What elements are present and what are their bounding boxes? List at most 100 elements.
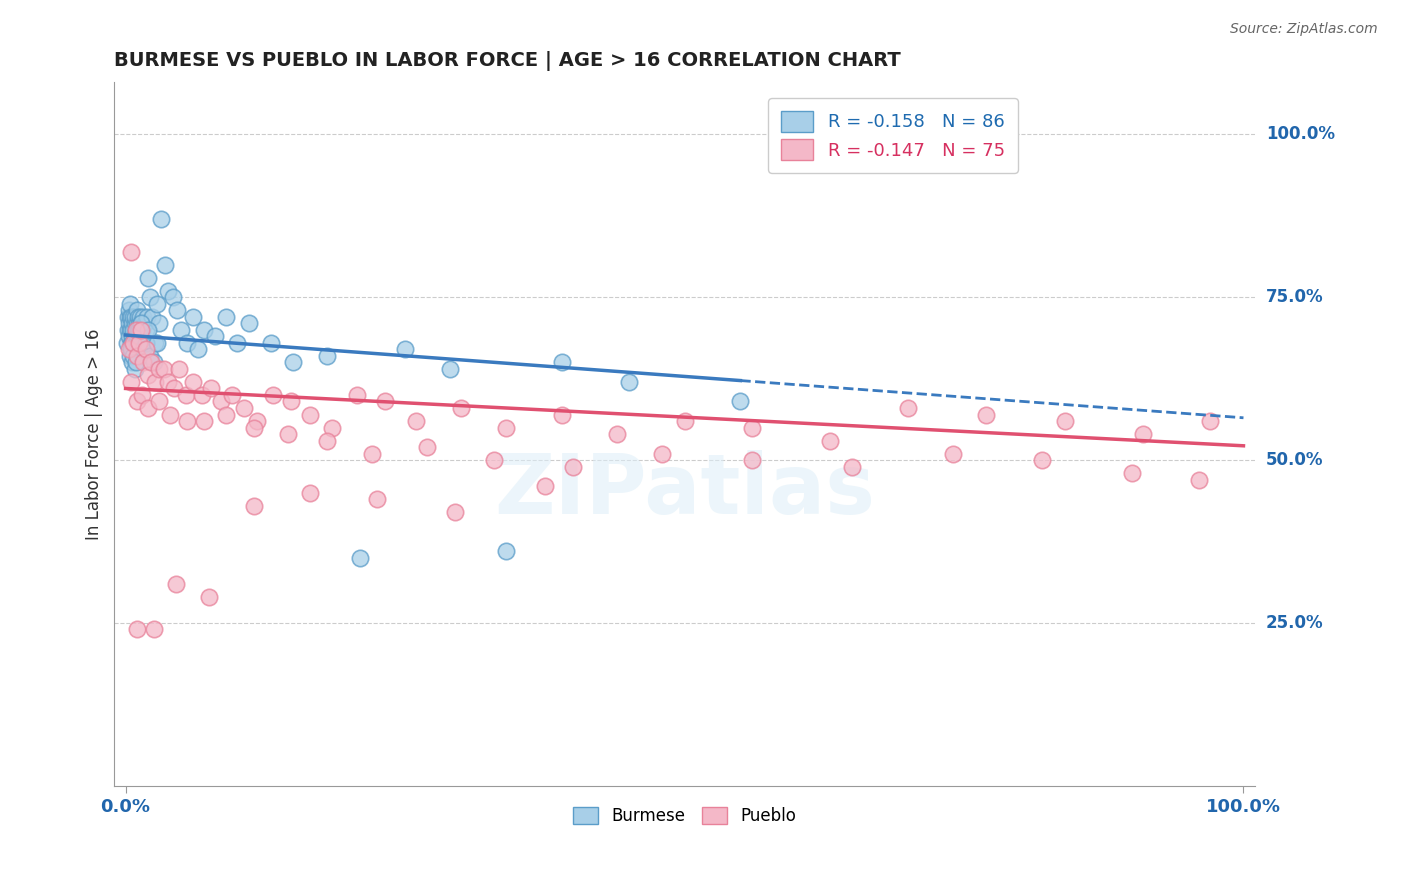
Point [122,323,145,337]
Point [561,459,583,474]
Point [120,343,142,357]
Point [115,335,138,350]
Point [315,434,337,448]
Point [730,394,752,409]
Point [187,343,209,357]
Point [120,310,142,324]
Point [120,310,142,324]
Point [374,394,396,409]
Point [200,382,222,396]
Point [129,310,152,324]
Point [897,401,920,415]
Point [238,316,260,330]
Point [405,414,427,428]
Point [976,408,998,422]
Point [170,323,193,337]
Point [129,329,152,343]
Point [128,316,150,330]
Point [129,323,152,337]
Point [741,420,763,434]
Point [143,335,166,350]
Text: ZIPatlas: ZIPatlas [494,450,875,531]
Point [127,310,149,324]
Text: Source: ZipAtlas.com: Source: ZipAtlas.com [1230,22,1378,37]
Point [121,355,143,369]
Point [120,349,142,363]
Point [148,362,170,376]
Legend: Burmese, Pueblo: Burmese, Pueblo [565,799,804,834]
Point [315,349,337,363]
Point [124,323,146,337]
Point [136,323,159,337]
Point [366,492,388,507]
Point [146,297,169,311]
Point [131,335,153,350]
Text: BURMESE VS PUEBLO IN LABOR FORCE | AGE > 16 CORRELATION CHART: BURMESE VS PUEBLO IN LABOR FORCE | AGE >… [114,51,901,70]
Point [118,343,141,357]
Point [134,316,156,330]
Point [125,394,148,409]
Point [148,394,170,409]
Point [157,375,180,389]
Point [124,316,146,330]
Point [181,310,204,324]
Point [163,382,186,396]
Point [942,447,965,461]
Point [125,329,148,343]
Point [121,316,143,330]
Point [150,212,173,227]
Point [346,388,368,402]
Point [124,310,146,324]
Text: 75.0%: 75.0% [1265,288,1323,306]
Point [125,303,148,318]
Point [121,335,143,350]
Point [152,362,174,376]
Point [495,544,517,558]
Point [125,623,148,637]
Point [262,388,284,402]
Point [148,316,170,330]
Y-axis label: In Labor Force | Age > 16: In Labor Force | Age > 16 [86,328,103,540]
Point [606,427,628,442]
Point [450,401,472,415]
Text: 100.0%: 100.0% [1265,126,1334,144]
Point [165,577,187,591]
Point [135,343,157,357]
Point [118,316,141,330]
Point [124,355,146,369]
Point [277,427,299,442]
Point [673,414,696,428]
Point [146,335,169,350]
Point [120,323,142,337]
Point [122,343,145,357]
Text: 50.0%: 50.0% [1265,451,1323,469]
Point [132,310,155,324]
Point [243,420,266,434]
Point [122,349,145,363]
Point [143,375,166,389]
Point [533,479,555,493]
Point [128,335,150,350]
Point [444,505,467,519]
Point [349,550,371,565]
Text: 25.0%: 25.0% [1265,614,1323,632]
Point [132,343,155,357]
Point [1188,473,1211,487]
Point [1199,414,1222,428]
Point [193,414,215,428]
Point [550,355,572,369]
Point [129,323,152,337]
Point [167,362,190,376]
Point [651,447,673,461]
Point [125,316,148,330]
Point [159,408,181,422]
Point [215,408,238,422]
Point [550,408,572,422]
Point [117,323,139,337]
Point [204,329,226,343]
Point [360,447,382,461]
Point [124,323,146,337]
Point [176,335,198,350]
Point [246,414,269,428]
Point [198,590,221,604]
